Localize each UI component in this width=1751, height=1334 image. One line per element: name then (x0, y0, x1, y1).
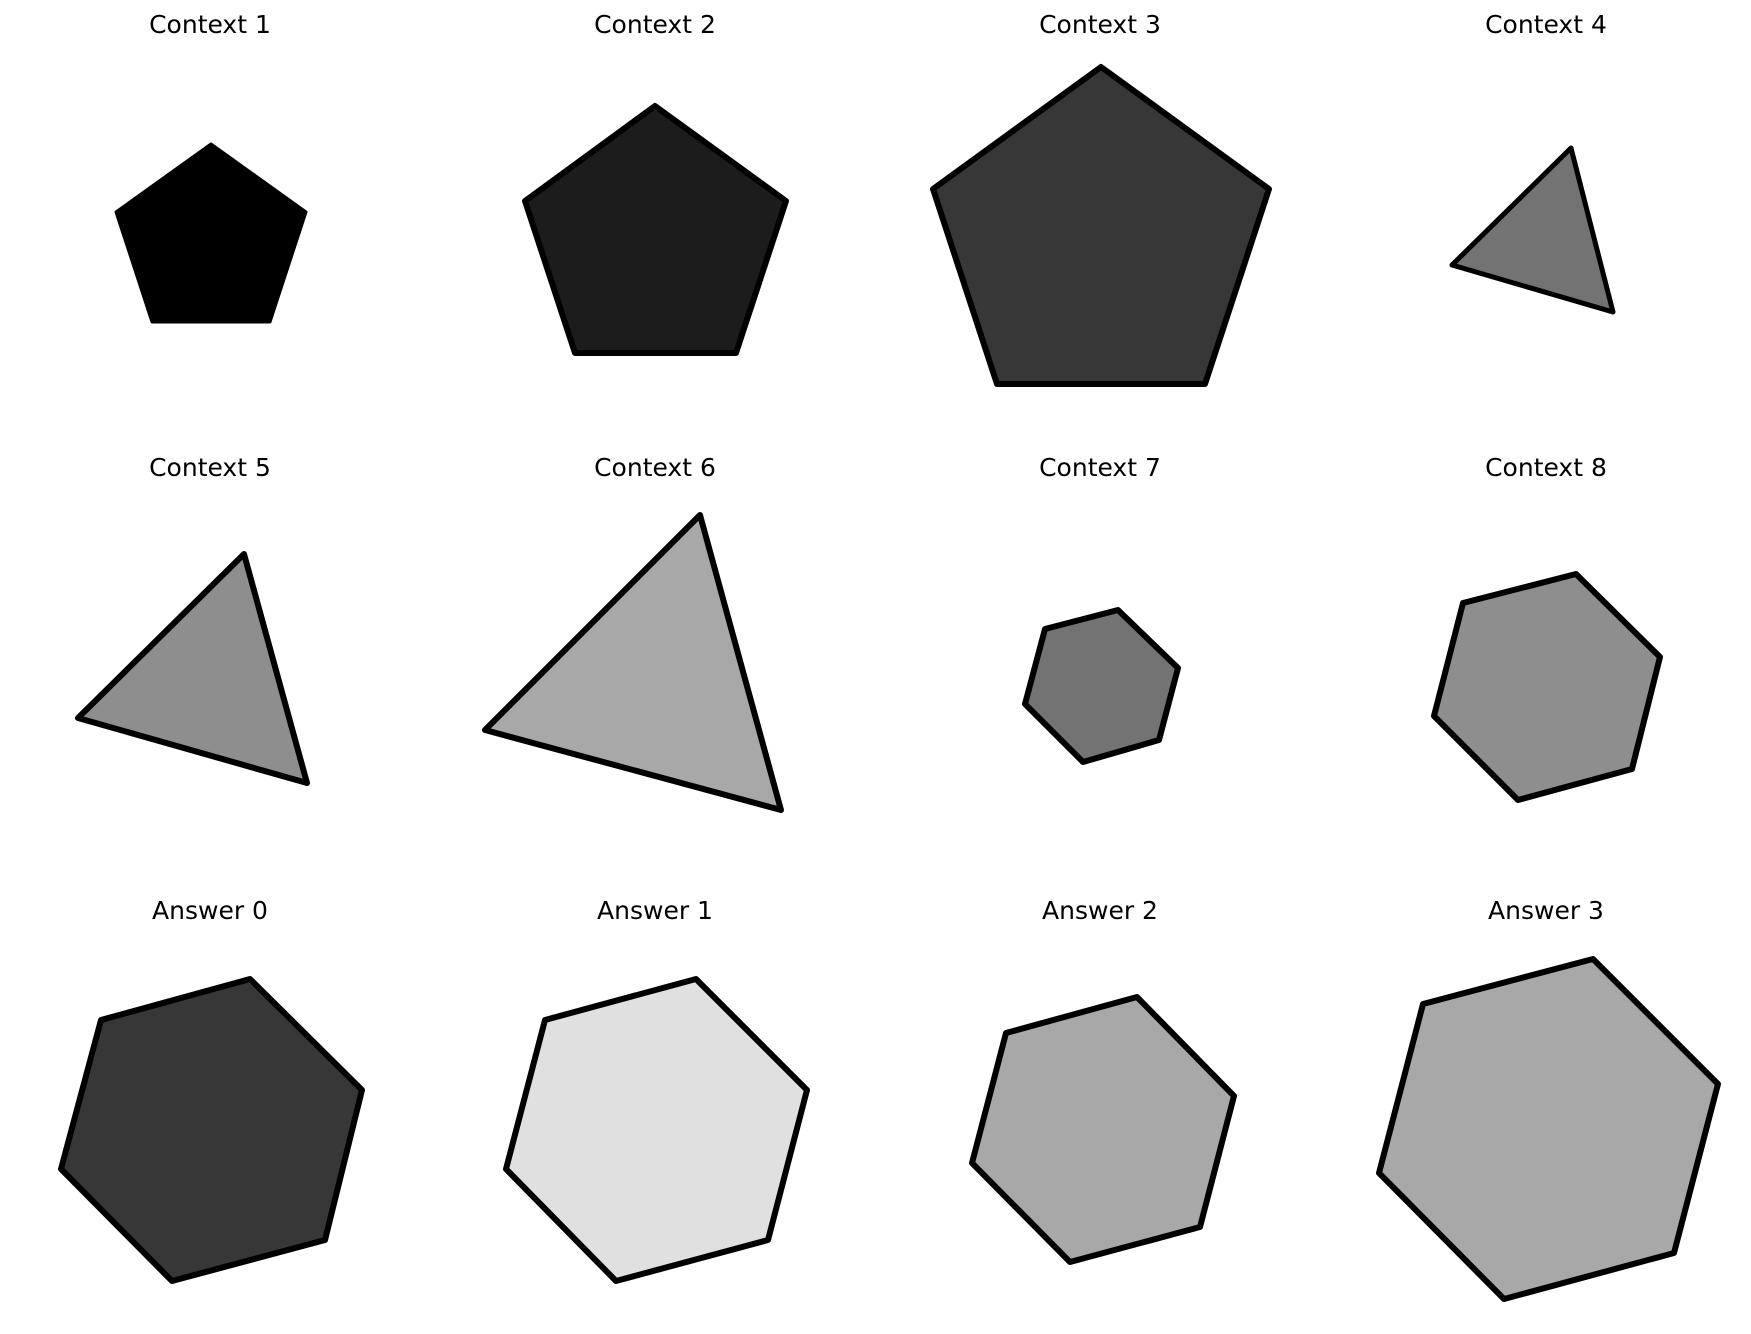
context-2-pentagon (522, 103, 789, 356)
panel-title-context-6: Context 6 (594, 453, 716, 482)
context-7-hexagon (1022, 607, 1181, 765)
panel-title-context-7: Context 7 (1039, 453, 1161, 482)
context-1-pentagon (114, 142, 308, 324)
panel-title-context-3: Context 3 (1039, 10, 1161, 39)
answer-1-hexagon (503, 976, 810, 1284)
panel-title-context-2: Context 2 (594, 10, 716, 39)
answer-0-hexagon (58, 976, 365, 1284)
panel-title-context-1: Context 1 (149, 10, 271, 39)
panel-title-answer-1: Answer 1 (597, 896, 713, 925)
context-3-pentagon (930, 64, 1272, 387)
panel-title-context-8: Context 8 (1485, 453, 1607, 482)
panel-title-answer-3: Answer 3 (1488, 896, 1604, 925)
context-4-triangle (1449, 145, 1616, 315)
panel-title-context-4: Context 4 (1485, 10, 1607, 39)
answer-2-hexagon (969, 994, 1237, 1265)
context-5-triangle (75, 551, 310, 786)
context-6-triangle (482, 512, 784, 813)
panel-title-context-5: Context 5 (149, 453, 271, 482)
answer-3-hexagon (1376, 956, 1721, 1302)
panel-title-answer-2: Answer 2 (1042, 896, 1158, 925)
panel-title-answer-0: Answer 0 (152, 896, 268, 925)
context-8-hexagon (1431, 571, 1663, 803)
